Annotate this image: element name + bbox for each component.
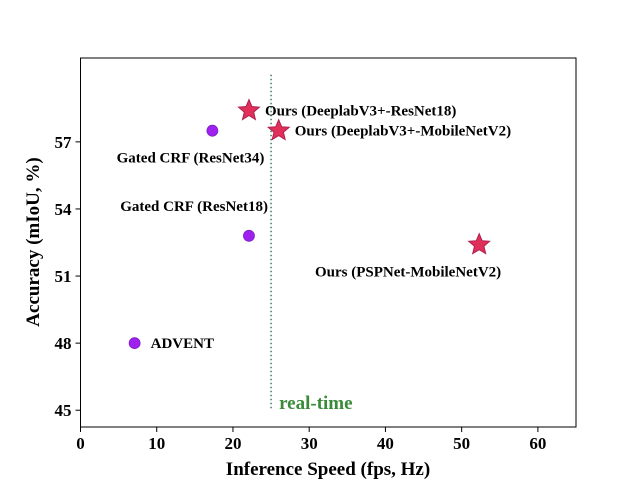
star-marker	[237, 98, 261, 121]
x-axis-label: Inference Speed (fps, Hz)	[226, 459, 430, 480]
x-tick-label: 0	[76, 434, 85, 453]
y-tick-label: 54	[55, 200, 73, 219]
real-time-label: real-time	[279, 393, 353, 414]
circle-marker	[206, 124, 219, 137]
point-label: Gated CRF (ResNet34)	[117, 151, 265, 167]
x-tick-label: 40	[377, 434, 394, 453]
y-tick-label: 45	[55, 401, 72, 420]
star-marker	[467, 232, 491, 255]
circle-marker	[128, 337, 141, 350]
point-label: Ours (DeeplabV3+-MobileNetV2)	[295, 124, 511, 140]
y-tick-label: 51	[55, 267, 72, 286]
x-tick-label: 20	[224, 434, 241, 453]
x-tick-label: 50	[453, 434, 470, 453]
x-tick-label: 10	[148, 434, 165, 453]
y-tick-label: 48	[55, 334, 72, 353]
x-tick-label: 60	[529, 434, 546, 453]
star-marker	[266, 118, 291, 141]
point-label: ADVENT	[151, 336, 214, 352]
circle-marker	[243, 229, 255, 242]
point-label: Ours (DeeplabV3+-ResNet18)	[265, 104, 456, 120]
point-label: Ours (PSPNet-MobileNetV2)	[315, 265, 501, 281]
y-tick-label: 57	[55, 133, 73, 152]
x-tick-label: 30	[301, 434, 318, 453]
point-label: Gated CRF (ResNet18)	[120, 199, 268, 215]
plot-area	[80, 57, 577, 428]
y-axis-label: Accuracy (mIoU, %)	[23, 157, 44, 326]
